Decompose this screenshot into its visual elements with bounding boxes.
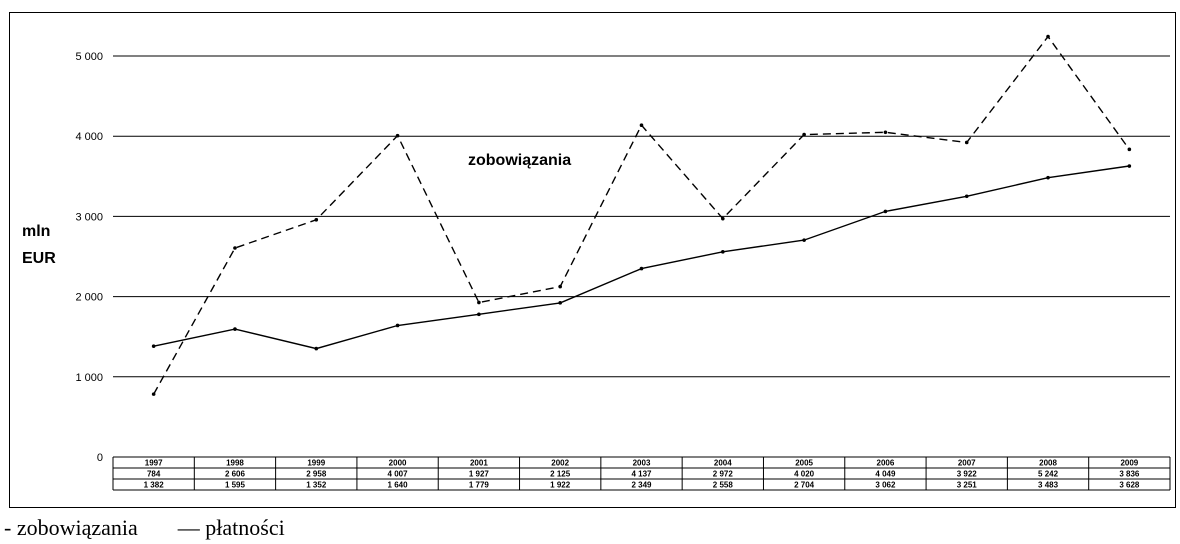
data-label: 3 922: [957, 470, 978, 479]
data-label: 5 242: [1038, 470, 1059, 479]
x-tick-label: 1997: [145, 459, 163, 468]
data-label: 3 483: [1038, 481, 1059, 490]
data-point: [1046, 34, 1050, 39]
data-point: [477, 300, 481, 305]
data-point: [883, 209, 888, 214]
data-label: 3 062: [875, 481, 896, 490]
data-point: [1127, 164, 1132, 168]
data-point: [314, 217, 319, 222]
x-tick-label: 2000: [389, 459, 407, 468]
y-tick-label: 2 000: [75, 292, 103, 304]
data-label: 1 927: [469, 470, 490, 479]
legend-item-platnosci: — płatności: [177, 515, 285, 540]
data-point: [395, 133, 400, 138]
data-point: [151, 344, 156, 348]
x-tick-label: 2004: [714, 459, 732, 468]
series-line-platnosci: [153, 165, 1130, 350]
x-tick-label: 2002: [551, 459, 569, 468]
chart-frame: 0 1 000 2 000 3 000 4 000 5 000 mln EUR 1997 1998…: [9, 12, 1176, 508]
data-label: 2 972: [713, 470, 734, 479]
legend: - zobowiązania — płatności: [4, 514, 285, 542]
data-label: 784: [147, 470, 161, 479]
data-label: 3 836: [1119, 470, 1140, 479]
data-point: [558, 301, 562, 305]
data-label: 2 558: [713, 481, 734, 490]
data-point: [964, 194, 969, 199]
data-point: [802, 132, 806, 137]
data-label: 1 595: [225, 481, 246, 490]
data-label: 2 349: [631, 481, 652, 490]
data-label: 1 779: [469, 481, 490, 490]
x-tick-label: 2007: [958, 459, 976, 468]
x-tick-label: 2005: [795, 459, 813, 468]
line-chart: 0 1 000 2 000 3 000 4 000 5 000 mln EUR 1997 1998…: [22, 34, 1171, 491]
x-tick-label: 2001: [470, 459, 488, 468]
data-label: 2 125: [550, 470, 571, 479]
y-tick-label: 1 000: [75, 372, 103, 384]
legend-item-zobowiazania: - zobowiązania: [4, 515, 138, 540]
data-point: [233, 246, 237, 250]
data-point: [395, 323, 400, 328]
x-tick-label: 2003: [633, 459, 651, 468]
data-point: [558, 284, 562, 289]
y-axis-label: EUR: [22, 250, 56, 267]
data-point: [802, 238, 806, 242]
data-point: [1046, 175, 1050, 180]
y-tick-label: 3 000: [75, 211, 103, 223]
data-point: [1127, 147, 1132, 152]
data-point: [964, 140, 969, 145]
data-label: 1 382: [144, 481, 165, 490]
data-label: 1 922: [550, 481, 571, 490]
data-point: [477, 312, 481, 317]
data-label: 4 137: [631, 470, 652, 479]
y-tick-label: 0: [97, 452, 103, 464]
data-label: 1 640: [388, 481, 409, 490]
data-point: [883, 130, 888, 135]
x-tick-label: 2008: [1039, 459, 1057, 468]
annotation-label: zobowiązania: [468, 152, 571, 169]
data-point: [721, 250, 725, 254]
data-point: [721, 216, 725, 221]
data-point: [233, 327, 237, 331]
data-point: [639, 123, 644, 128]
x-tick-label: 1999: [307, 459, 325, 468]
data-label: 2 704: [794, 481, 815, 490]
data-label: 4 049: [875, 470, 896, 479]
data-label: 4 007: [388, 470, 409, 479]
y-axis-label: mln: [22, 223, 50, 240]
data-label: 3 251: [957, 481, 978, 490]
series-line-zobowiazania: [153, 35, 1130, 395]
data-point: [314, 346, 319, 351]
x-tick-label: 1998: [226, 459, 244, 468]
data-label: 4 020: [794, 470, 815, 479]
data-label: 3 628: [1119, 481, 1140, 490]
data-point: [151, 392, 156, 396]
y-tick-label: 5 000: [75, 51, 103, 63]
x-tick-label: 2009: [1120, 459, 1138, 468]
data-label: 2 606: [225, 470, 246, 479]
y-tick-label: 4 000: [75, 131, 103, 143]
x-tick-label: 2006: [877, 459, 895, 468]
data-label: 1 352: [306, 481, 327, 490]
data-label: 2 958: [306, 470, 327, 479]
data-point: [639, 266, 644, 271]
